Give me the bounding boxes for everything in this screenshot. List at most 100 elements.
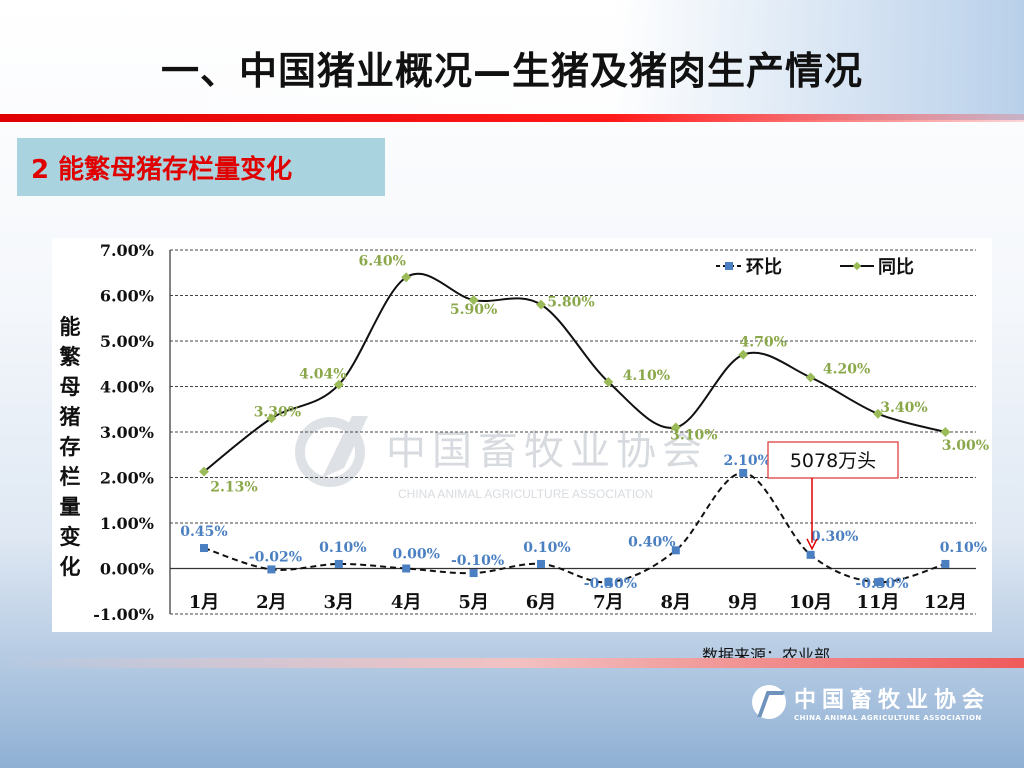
x-tick-label: 9月: [728, 592, 759, 613]
y-tick-label: 0.00%: [100, 560, 154, 579]
y-axis-label-char: 变: [60, 525, 81, 549]
series-marker-mom: [874, 578, 882, 587]
slide-subtitle: 2 能繁母猪存栏量变化: [31, 154, 293, 185]
y-tick-label: 6.00%: [100, 287, 154, 306]
data-label-mom: 0.00%: [392, 547, 439, 563]
association-logo-icon: [752, 685, 786, 719]
footer-divider: [0, 658, 1024, 668]
series-marker-yoy: [199, 466, 209, 477]
legend: 环比 同比: [716, 257, 914, 278]
footer-logo: 中国畜牧业协会 CHINA ANIMAL AGRICULTURE ASSOCIA…: [752, 680, 1012, 724]
x-tick-label: 2月: [256, 592, 287, 613]
series-marker-mom: [671, 546, 680, 555]
data-label-mom: 0.40%: [628, 534, 675, 550]
y-axis-label: 能繁母猪存栏量变化: [59, 315, 82, 579]
x-tick-label: 4月: [391, 592, 422, 613]
series-marker-mom: [537, 559, 545, 568]
series-marker-mom: [739, 468, 748, 477]
series-marker-mom: [469, 569, 478, 578]
subtitle-box: 2 能繁母猪存栏量变化: [17, 138, 385, 196]
y-tick-label: 1.00%: [100, 514, 154, 533]
annotation-arrow-head: [806, 538, 818, 551]
y-axis-label-char: 量: [60, 495, 81, 519]
x-tick-label: 1月: [189, 592, 220, 613]
data-label-yoy: 4.10%: [623, 368, 670, 384]
series-marker-yoy: [940, 427, 951, 437]
x-tick-label: 12月: [924, 592, 967, 613]
x-tick-label: 3月: [324, 592, 355, 613]
y-axis-label-char: 栏: [60, 465, 81, 489]
y-tick-label: 5.00%: [100, 332, 154, 351]
data-label-mom: 0.10%: [523, 540, 570, 556]
title-divider: [0, 114, 1024, 122]
legend-label-mom: 环比: [746, 257, 782, 278]
x-tick-label: 8月: [661, 592, 692, 613]
y-axis-label-char: 存: [60, 435, 81, 459]
data-label-yoy: 6.40%: [358, 253, 405, 269]
footer-logo-en: CHINA ANIMAL AGRICULTURE ASSOCIATION: [794, 714, 982, 722]
watermark-cn: 中国畜牧业协会: [386, 428, 708, 474]
y-axis-label-char: 母: [60, 375, 81, 399]
data-label-mom: -0.02%: [249, 549, 302, 565]
y-tick-label: 4.00%: [100, 378, 154, 397]
x-tick-label: 5月: [458, 592, 489, 613]
slide-title: 一、中国猪业概况—生猪及猪肉生产情况: [160, 49, 863, 93]
y-axis-label-char: 化: [60, 555, 81, 579]
data-label-mom: 0.30%: [811, 529, 858, 545]
series-marker-yoy: [738, 349, 749, 360]
data-label-mom: -0.30%: [584, 576, 637, 592]
watermark-en: CHINA ANIMAL AGRICULTURE ASSOCIATION: [398, 487, 653, 501]
data-label-mom: 0.10%: [940, 540, 987, 556]
y-axis-label-char: 繁: [60, 345, 82, 369]
x-tick-label: 7月: [593, 592, 624, 613]
chart-panel: 中国畜牧业协会 CHINA ANIMAL AGRICULTURE ASSOCIAT…: [52, 238, 992, 632]
y-tick-label: 2.00%: [100, 469, 154, 488]
series-marker-yoy: [805, 372, 816, 383]
y-tick-label: -1.00%: [93, 605, 154, 624]
data-label-mom: 2.10%: [723, 453, 770, 469]
series-marker-mom: [402, 564, 411, 573]
annotation: 5078万头: [767, 441, 899, 551]
line-chart: 中国畜牧业协会 CHINA ANIMAL AGRICULTURE ASSOCIAT…: [59, 241, 990, 624]
footer-logo-cn: 中国畜牧业协会: [794, 688, 991, 713]
series-marker-mom: [941, 559, 950, 568]
x-tick-label: 6月: [526, 592, 557, 613]
data-label-mom: 0.45%: [180, 524, 227, 540]
data-label-yoy: 4.20%: [823, 361, 870, 377]
watermark-logo-icon: [295, 417, 365, 487]
series-marker-yoy: [468, 295, 479, 305]
series-marker-yoy: [670, 422, 681, 433]
series-marker-mom: [200, 544, 208, 553]
series-marker-mom: [604, 578, 613, 587]
data-label-yoy: 5.80%: [547, 295, 594, 311]
y-axis-label-char: 猪: [59, 405, 81, 429]
data-label-yoy: 5.90%: [450, 302, 497, 318]
series-marker-yoy: [536, 299, 546, 310]
header-band: [0, 0, 1024, 120]
legend-marker-yoy: [852, 261, 862, 271]
annotation-text: 5078万头: [790, 450, 876, 472]
legend-marker-mom: [725, 262, 733, 270]
data-label-mom: -0.30%: [855, 576, 908, 592]
data-label-yoy: 4.04%: [299, 367, 346, 383]
y-axis-label-char: 能: [60, 315, 81, 339]
data-label-yoy: 3.00%: [942, 438, 989, 454]
series-marker-mom: [806, 550, 815, 559]
x-tick-label: 11月: [856, 592, 899, 613]
series-marker-mom: [267, 565, 276, 574]
data-label-yoy: 3.10%: [670, 427, 717, 443]
data-label-yoy: 4.70%: [739, 335, 786, 351]
data-label-mom: 0.10%: [319, 540, 366, 556]
data-label-yoy: 2.13%: [210, 480, 257, 496]
annotation-box: [767, 441, 899, 479]
x-tick-label: 10月: [789, 592, 832, 613]
series-marker-yoy: [873, 408, 883, 419]
data-label-yoy: 3.40%: [880, 400, 927, 416]
data-label-mom: -0.10%: [451, 553, 504, 569]
series-marker-yoy: [603, 377, 614, 387]
y-tick-label: 3.00%: [100, 423, 154, 442]
series-marker-mom: [334, 559, 343, 568]
watermark: 中国畜牧业协会 CHINA ANIMAL AGRICULTURE ASSOCIAT…: [295, 416, 708, 501]
y-tick-label: 7.00%: [100, 241, 154, 260]
data-label-yoy: 3.30%: [254, 404, 301, 420]
